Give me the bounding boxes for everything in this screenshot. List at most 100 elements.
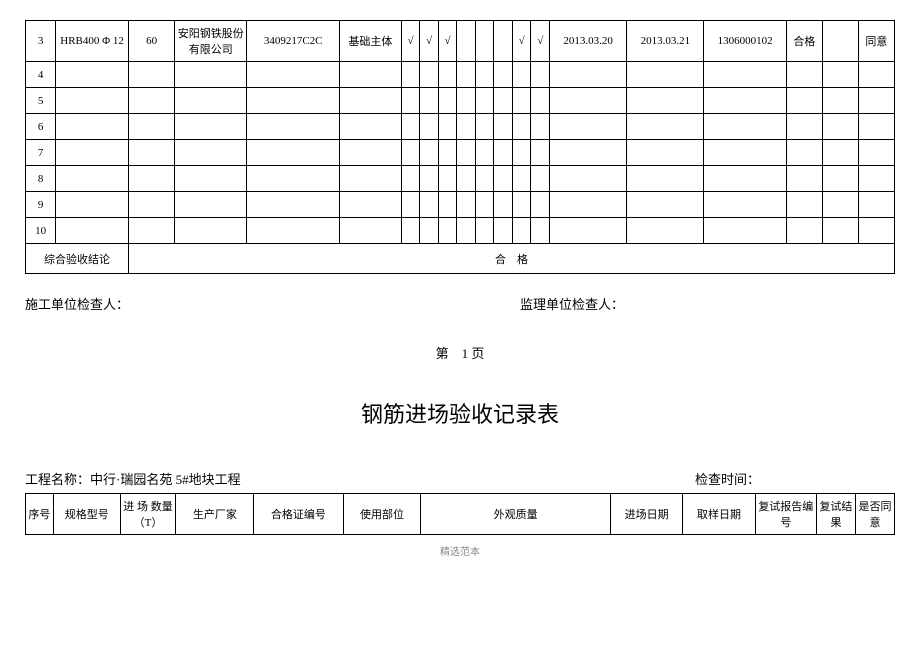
table-cell [175, 166, 247, 192]
table-cell [858, 62, 894, 88]
table-cell [56, 218, 129, 244]
table-cell [401, 166, 420, 192]
table-row: 5 [26, 88, 895, 114]
table-cell [512, 88, 531, 114]
table-cell: √ [401, 21, 420, 62]
table-cell [401, 62, 420, 88]
header-cell: 取样日期 [683, 494, 755, 535]
table-cell [550, 88, 627, 114]
table-cell: 8 [26, 166, 56, 192]
table-cell [858, 166, 894, 192]
table-cell: √ [531, 21, 550, 62]
table-cell [420, 218, 439, 244]
table-cell: 7 [26, 140, 56, 166]
table-cell [550, 192, 627, 218]
header-cell: 进场日期 [610, 494, 682, 535]
table-cell [786, 114, 822, 140]
table-row: 9 [26, 192, 895, 218]
table-cell [822, 166, 858, 192]
table-cell [531, 140, 550, 166]
table-cell [858, 192, 894, 218]
header-cell: 复试结果 [816, 494, 855, 535]
table-cell [550, 218, 627, 244]
table-cell: 2013.03.21 [627, 21, 704, 62]
table-row: 10 [26, 218, 895, 244]
footer-text: 精选范本 [25, 543, 895, 558]
table-cell [550, 114, 627, 140]
table-cell [786, 192, 822, 218]
inspection-time: 检查时间： [695, 469, 895, 488]
table-cell [494, 114, 513, 140]
table-cell [627, 192, 704, 218]
table-cell [128, 218, 174, 244]
project-name: 工程名称：中行·瑞园名苑 5#地块工程 [25, 469, 695, 488]
table-cell [494, 166, 513, 192]
table-cell [56, 114, 129, 140]
table-cell [704, 166, 786, 192]
table-cell: 5 [26, 88, 56, 114]
table-cell [858, 218, 894, 244]
table-cell [438, 62, 457, 88]
table-cell [475, 114, 494, 140]
table-cell [786, 218, 822, 244]
table-cell [822, 21, 858, 62]
table-row: 3HRB400 Φ 1260安阳钢铁股份有限公司3409217C2C基础主体√√… [26, 21, 895, 62]
table-cell [128, 166, 174, 192]
table-cell [247, 218, 340, 244]
header-cell: 是否同意 [855, 494, 894, 535]
table-cell [512, 218, 531, 244]
table-cell [339, 114, 401, 140]
table-cell [704, 192, 786, 218]
table-cell [858, 88, 894, 114]
table-cell [627, 140, 704, 166]
table-cell [438, 218, 457, 244]
table-cell: HRB400 Φ 12 [56, 21, 129, 62]
table-row: 8 [26, 166, 895, 192]
table-cell [512, 140, 531, 166]
table-cell [704, 140, 786, 166]
table-row: 6 [26, 114, 895, 140]
table-cell [786, 62, 822, 88]
header-cell: 规格型号 [53, 494, 120, 535]
table-cell: 3 [26, 21, 56, 62]
table-cell [475, 88, 494, 114]
table-cell [531, 218, 550, 244]
table-cell [494, 140, 513, 166]
table-cell [512, 166, 531, 192]
table-cell [822, 218, 858, 244]
table-cell [175, 192, 247, 218]
table-cell [822, 192, 858, 218]
table-cell [56, 140, 129, 166]
table-cell [627, 62, 704, 88]
acceptance-table-top: 3HRB400 Φ 1260安阳钢铁股份有限公司3409217C2C基础主体√√… [25, 20, 895, 274]
table-cell: 同意 [858, 21, 894, 62]
table-cell [457, 62, 476, 88]
table-cell [420, 166, 439, 192]
table-cell [457, 88, 476, 114]
table-cell [339, 140, 401, 166]
table-cell [457, 192, 476, 218]
table-cell [858, 140, 894, 166]
conclusion-value: 合 格 [128, 244, 894, 274]
table-cell: 2013.03.20 [550, 21, 627, 62]
table-row: 4 [26, 62, 895, 88]
construction-inspector: 施工单位检查人： [25, 294, 400, 313]
table-cell [457, 218, 476, 244]
table-cell [457, 114, 476, 140]
table-cell [401, 192, 420, 218]
table-cell [531, 192, 550, 218]
header-cell: 合格证编号 [254, 494, 343, 535]
table-cell [175, 140, 247, 166]
table-cell [438, 140, 457, 166]
table-cell [494, 88, 513, 114]
table-cell [822, 140, 858, 166]
table-cell [420, 140, 439, 166]
conclusion-label: 综合验收结论 [26, 244, 129, 274]
table-cell [128, 140, 174, 166]
table-cell [786, 140, 822, 166]
supervision-inspector: 监理单位检查人： [400, 294, 895, 313]
table-cell [339, 192, 401, 218]
table-cell [247, 192, 340, 218]
header-cell: 序号 [26, 494, 54, 535]
document-title: 钢筋进场验收记录表 [25, 397, 895, 429]
